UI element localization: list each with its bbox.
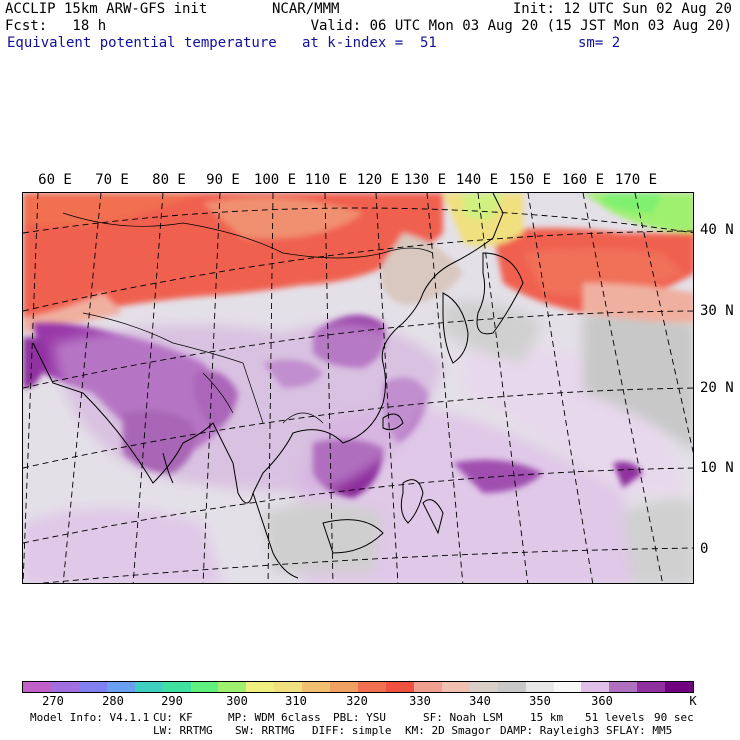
colorbar-swatch: [553, 682, 582, 692]
colorbar-swatch: [637, 682, 666, 692]
lat-label-20n: 20 N: [700, 380, 734, 396]
colorbar-swatch: [134, 682, 163, 692]
colorbar-swatch: [413, 682, 442, 692]
colorbar-swatch: [106, 682, 135, 692]
footer-model-info: Model Info: V4.1.1: [30, 711, 150, 724]
footer-diff: DIFF: simple: [312, 724, 392, 737]
lat-label-10n: 10 N: [700, 460, 734, 476]
footer-sf: SF: Noah LSM: [423, 711, 503, 724]
coastlines: [32, 193, 524, 579]
colorbar-swatch: [274, 682, 303, 692]
map-field-svg: [23, 193, 693, 583]
colorbar-swatch: [441, 682, 470, 692]
cbar-label-300: 300: [226, 694, 248, 708]
lon-label-160e: 160 E: [561, 172, 605, 188]
lon-label-60e: 60 E: [38, 172, 72, 188]
colorbar-swatch: [246, 682, 275, 692]
forecast-hour: Fcst: 18 h: [5, 18, 107, 34]
lon-label-170e: 170 E: [614, 172, 658, 188]
footer-lw: LW: RRTMG: [153, 724, 213, 737]
lon-label-130e: 130 E: [403, 172, 447, 188]
lat-label-0: 0: [700, 541, 709, 557]
lon-label-110e: 110 E: [304, 172, 348, 188]
lon-label-70e: 70 E: [95, 172, 129, 188]
footer-timestep: 90 sec: [654, 711, 694, 724]
level-index: at k-index = 51: [302, 35, 437, 51]
footer-sflay: SFLAY: MM5: [606, 724, 673, 737]
cbar-label-330: 330: [409, 694, 431, 708]
colorbar-swatch: [330, 682, 359, 692]
colorbar-swatch: [190, 682, 219, 692]
cbar-label-340: 340: [469, 694, 491, 708]
footer-resolution: 15 km: [530, 711, 564, 724]
boundaries: [62, 212, 434, 424]
field-shading: [23, 193, 693, 583]
lon-label-120e: 120 E: [356, 172, 400, 188]
colorbar-swatch: [218, 682, 247, 692]
footer-sw: SW: RRTMG: [235, 724, 295, 737]
footer-cu: CU: KF: [153, 711, 193, 724]
theta-e-map: [22, 192, 694, 584]
colorbar-swatch: [665, 682, 694, 692]
colorbar-swatch: [581, 682, 610, 692]
colorbar-swatch: [358, 682, 386, 692]
footer-km: KM: 2D Smagor: [405, 724, 492, 737]
colorbar-swatch: [469, 682, 498, 692]
cbar-unit: K: [689, 694, 697, 708]
cbar-label-290: 290: [161, 694, 183, 708]
init-time: Init: 12 UTC Sun 02 Aug 20: [512, 1, 732, 17]
graticule: [23, 193, 693, 583]
colorbar-swatch: [23, 682, 51, 692]
colorbar-swatch: [78, 682, 107, 692]
colorbar-swatch: [302, 682, 331, 692]
lon-label-80e: 80 E: [152, 172, 186, 188]
lat-label-30n: 30 N: [700, 303, 734, 319]
footer-damp: DAMP: Rayleigh3: [500, 724, 600, 737]
cbar-label-280: 280: [102, 694, 124, 708]
colorbar-swatch: [609, 682, 638, 692]
smoothing-label: sm= 2: [578, 35, 621, 51]
cbar-label-360: 360: [591, 694, 613, 708]
lon-label-100e: 100 E: [253, 172, 297, 188]
lat-label-40n: 40 N: [700, 222, 734, 238]
org-label: NCAR/MMM: [272, 1, 340, 17]
cbar-label-320: 320: [346, 694, 368, 708]
colorbar-swatch: [50, 682, 79, 692]
colorbar-swatch: [385, 682, 414, 692]
valid-time: Valid: 06 UTC Mon 03 Aug 20 (15 JST Mon …: [310, 18, 732, 34]
colorbar-swatch: [497, 682, 526, 692]
cbar-label-270: 270: [42, 694, 64, 708]
footer-pbl: PBL: YSU: [333, 711, 386, 724]
title-line: ACCLIP 15km ARW-GFS init: [5, 1, 208, 17]
lon-label-150e: 150 E: [508, 172, 552, 188]
colorbar: [22, 681, 694, 693]
lon-label-140e: 140 E: [455, 172, 499, 188]
colorbar-swatch: [162, 682, 191, 692]
footer-levels: 51 levels: [585, 711, 645, 724]
field-name: Equivalent potential temperature: [7, 35, 277, 51]
cbar-label-350: 350: [529, 694, 551, 708]
footer-mp: MP: WDM 6class: [228, 711, 321, 724]
cbar-label-310: 310: [285, 694, 307, 708]
colorbar-swatch: [525, 682, 554, 692]
lon-label-90e: 90 E: [206, 172, 240, 188]
